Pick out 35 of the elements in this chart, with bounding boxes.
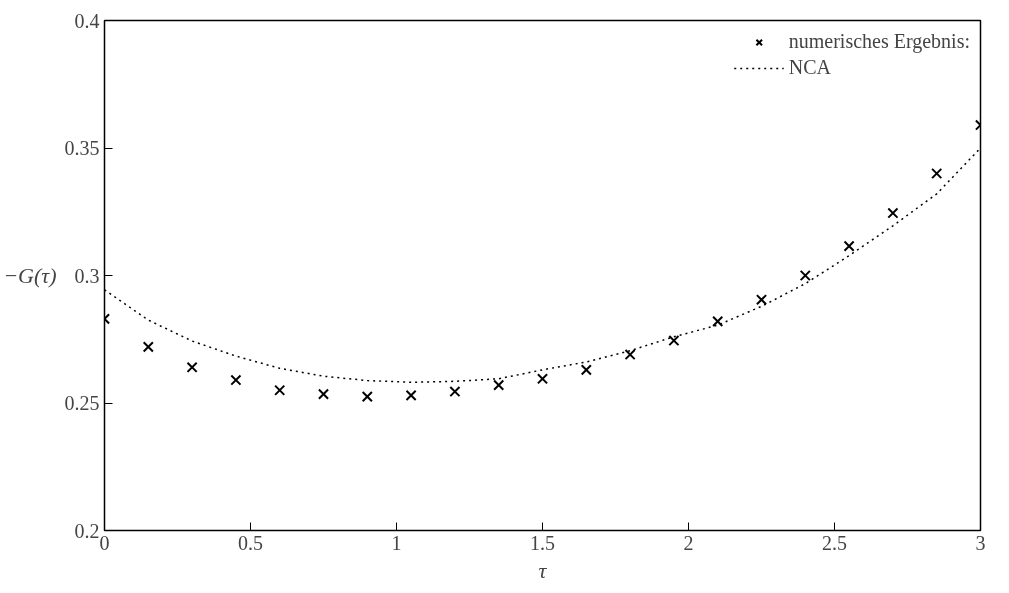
point: [624, 348, 636, 361]
point: [668, 334, 680, 347]
x-tick-label: 1.5: [530, 531, 555, 554]
x-tick-label: 1: [391, 531, 402, 554]
y-tick-label: 0.3: [74, 264, 100, 287]
legend-label: NCA: [788, 56, 831, 79]
point: [493, 379, 505, 391]
point: [317, 388, 330, 400]
y-tick-label: 0.35: [64, 137, 100, 159]
x-axis-title: τ: [538, 557, 548, 583]
x-tick-label: 2.5: [822, 531, 847, 554]
point: [799, 269, 811, 282]
point: [230, 374, 242, 386]
point: [843, 240, 855, 252]
point: [887, 207, 899, 219]
point: [755, 294, 768, 306]
point: [449, 385, 461, 398]
point: [405, 389, 417, 401]
x-tick-label: 3: [975, 531, 986, 554]
y-tick-label: 0.2: [74, 519, 100, 542]
point: [712, 315, 724, 327]
point: [142, 341, 154, 353]
point: [580, 364, 592, 376]
point: [361, 391, 373, 403]
legend-label: numerisches Ergebnis:: [788, 30, 970, 53]
point: [186, 361, 198, 373]
y-axis-title: −G(τ): [3, 263, 57, 288]
x-tick-label: 0: [99, 531, 110, 554]
point: [931, 167, 943, 180]
y-tick-label: 0.25: [64, 392, 100, 414]
x-tick-label: 2: [683, 531, 694, 554]
x-tick-label: 0.5: [238, 531, 263, 554]
point: [536, 373, 549, 385]
point: [274, 384, 286, 396]
y-tick-label: 0.4: [74, 9, 100, 32]
